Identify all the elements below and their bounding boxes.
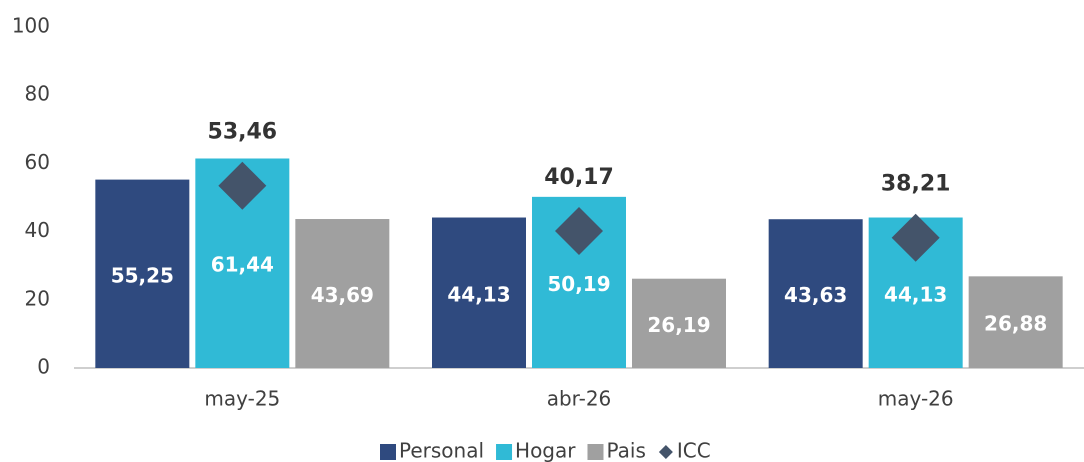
data-label: 26,88 [984,312,1047,336]
data-label: 50,19 [547,272,610,296]
data-label: 44,13 [447,282,510,306]
bar [968,276,1063,368]
marker-label: 40,17 [544,165,614,190]
legend-label: ICC [677,439,711,462]
x-tick-label: may-25 [204,387,280,411]
x-tick-label: abr-26 [547,387,612,411]
y-tick-label: 40 [25,218,50,242]
data-label: 26,19 [647,313,710,337]
y-tick-label: 100 [12,14,50,38]
y-tick-label: 20 [25,286,50,310]
bar [432,217,526,368]
x-tick-label: may-26 [878,387,954,411]
bar [95,179,190,368]
legend-swatch [496,444,513,460]
marker [555,207,603,256]
y-tick-label: 0 [37,355,50,379]
legend-label: Pais [606,439,645,462]
y-tick-label: 80 [25,82,50,106]
y-tick-label: 60 [25,150,50,174]
bar [295,219,390,368]
legend-label: Personal [399,439,484,462]
marker [891,213,940,262]
data-label: 43,63 [784,283,847,307]
data-label: 44,13 [884,282,947,306]
marker-label: 53,46 [208,120,278,145]
marker-label: 38,21 [881,172,951,197]
legend-label: Hogar [515,439,576,462]
legend-swatch [658,445,673,459]
bar [632,278,726,368]
data-label: 43,69 [311,283,374,307]
bar [768,219,863,368]
legend-swatch [587,444,604,460]
data-label: 55,25 [111,263,174,287]
data-label: 61,44 [211,253,274,277]
marker [218,161,267,210]
legend-swatch [380,444,396,460]
